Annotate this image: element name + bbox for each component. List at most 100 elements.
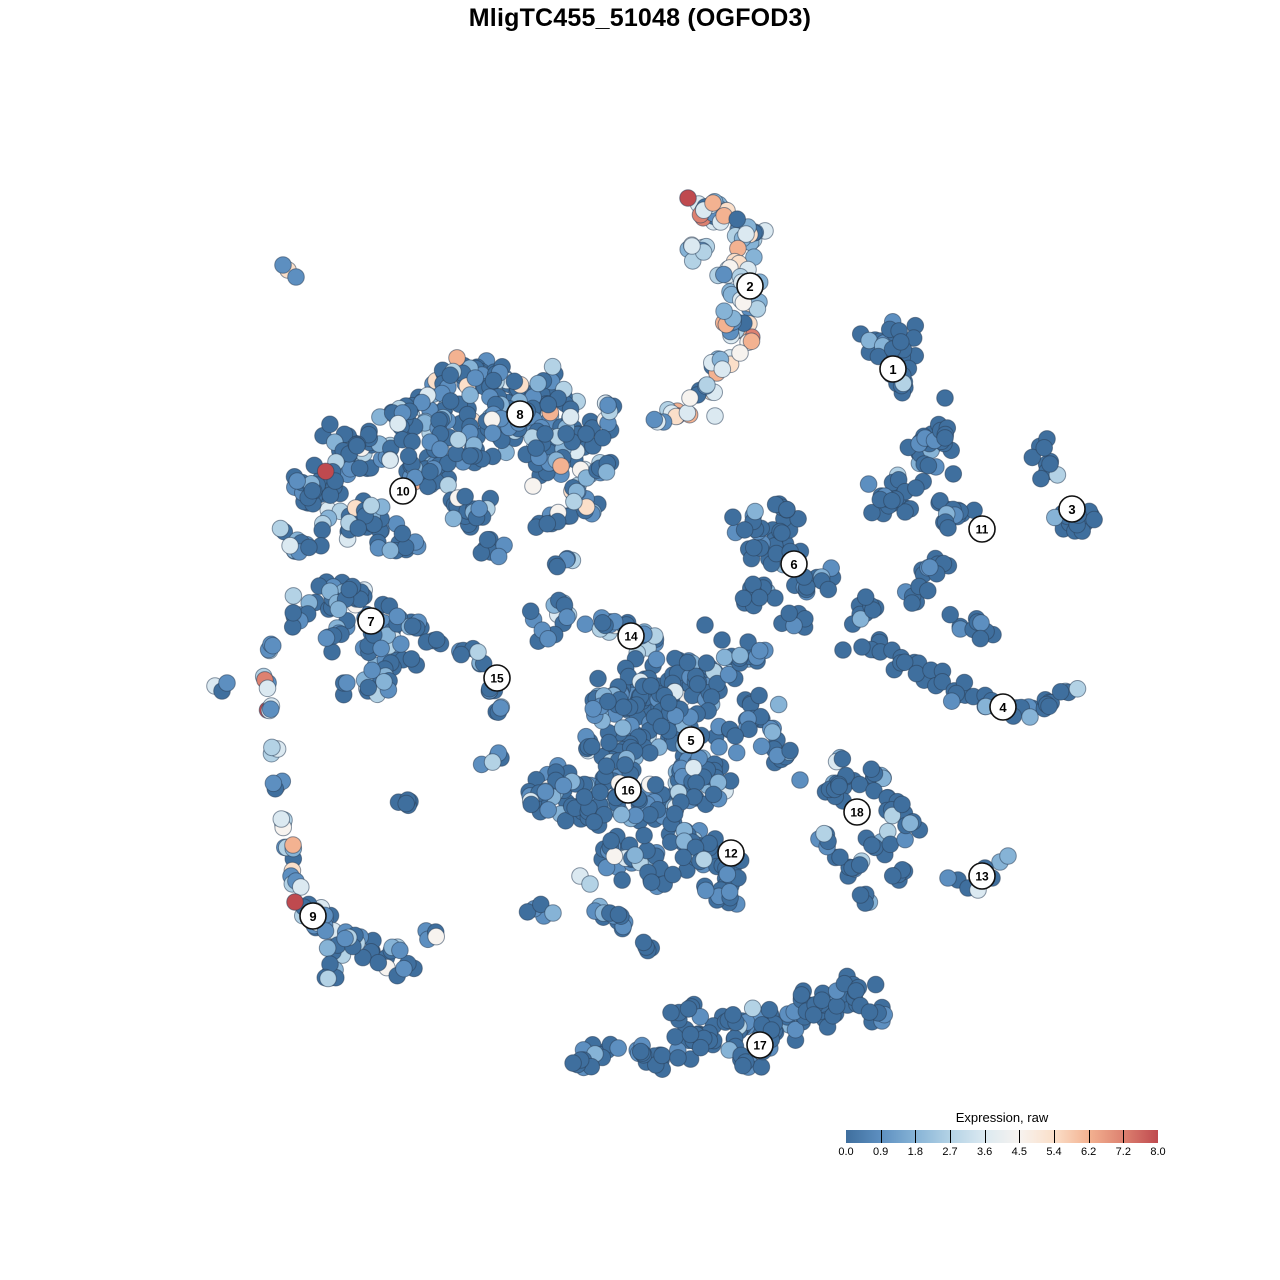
svg-text:13: 13 <box>975 870 989 884</box>
cluster-label-10: 10 <box>389 477 417 505</box>
data-point <box>1068 680 1087 698</box>
data-point <box>350 459 369 478</box>
data-point <box>665 805 684 823</box>
extra-points <box>206 189 1039 922</box>
data-point <box>281 536 299 555</box>
legend-tick-label: 1.8 <box>907 1146 923 1158</box>
data-point <box>695 850 713 869</box>
data-point <box>713 631 731 649</box>
data-point <box>634 933 653 952</box>
data-point <box>614 698 633 717</box>
cluster-points-cluster-3 <box>1023 430 1103 540</box>
data-point <box>548 557 567 576</box>
cluster-points-cluster-2-arc <box>645 193 774 431</box>
data-point <box>402 650 421 668</box>
data-point <box>735 521 754 539</box>
data-point <box>518 903 537 921</box>
legend-tick-mark <box>1054 1130 1055 1143</box>
data-point <box>362 496 381 515</box>
data-point <box>444 509 463 528</box>
data-point <box>727 743 746 762</box>
data-point <box>688 675 707 693</box>
legend-title: Expression, raw <box>955 1110 1049 1125</box>
data-point <box>363 661 381 680</box>
data-point <box>369 953 388 972</box>
data-point <box>851 886 870 904</box>
data-point <box>264 636 282 655</box>
data-point <box>859 475 878 493</box>
data-point <box>613 871 631 889</box>
data-point <box>853 638 871 656</box>
cluster-label-13: 13 <box>968 862 996 890</box>
data-point <box>737 225 755 243</box>
svg-text:6: 6 <box>790 557 797 572</box>
svg-text:16: 16 <box>621 784 635 798</box>
legend-tick-mark <box>950 1130 951 1143</box>
data-point <box>666 1028 684 1046</box>
legend-gradient-bar <box>846 1130 1158 1143</box>
data-point <box>641 744 659 762</box>
data-point <box>883 806 902 825</box>
data-point <box>813 991 831 1010</box>
cluster-points-cluster-18-ring <box>810 748 929 912</box>
data-point <box>921 558 939 577</box>
data-point <box>745 538 763 557</box>
data-point <box>830 777 848 796</box>
data-point <box>340 580 359 599</box>
data-point <box>713 360 732 379</box>
data-point <box>616 756 634 774</box>
data-point <box>646 776 665 794</box>
data-point <box>597 757 616 775</box>
data-point <box>452 645 470 664</box>
data-point <box>300 538 318 557</box>
data-point <box>527 439 545 457</box>
data-point <box>1041 455 1059 473</box>
data-point <box>883 867 902 885</box>
data-point <box>819 580 838 599</box>
cluster-label-11: 11 <box>968 515 996 543</box>
data-point <box>388 607 407 626</box>
data-point <box>318 939 337 957</box>
data-point <box>647 650 666 669</box>
legend-tick-label: 0.9 <box>873 1146 889 1158</box>
data-point <box>901 814 920 833</box>
data-point <box>883 491 901 510</box>
data-point <box>851 610 870 628</box>
data-point <box>317 629 336 647</box>
data-point <box>461 386 479 404</box>
data-point <box>612 805 631 824</box>
data-point <box>750 686 768 705</box>
data-point <box>715 265 733 284</box>
legend-tick-mark <box>915 1130 917 1143</box>
data-point <box>505 372 524 391</box>
data-point <box>413 393 431 412</box>
data-point <box>392 635 410 653</box>
svg-text:11: 11 <box>976 523 989 537</box>
data-point <box>397 794 416 813</box>
data-point <box>1021 708 1039 726</box>
data-point <box>860 1003 879 1021</box>
data-point <box>752 737 771 756</box>
data-point <box>763 723 782 741</box>
data-point <box>539 395 558 414</box>
legend-tick-label: 8.0 <box>1150 1146 1166 1158</box>
data-point <box>697 654 716 672</box>
data-point <box>941 605 960 624</box>
data-point <box>288 472 307 490</box>
data-point <box>489 547 508 566</box>
data-point <box>791 771 809 789</box>
color-legend: Expression, raw 0.0 0.9 1.8 2.7 3.6 4.5 5.4 6.2… <box>838 1110 1165 1162</box>
data-point <box>538 515 557 533</box>
data-point <box>576 615 595 634</box>
data-point <box>907 479 925 497</box>
svg-text:14: 14 <box>624 630 638 644</box>
legend-tick-label: 4.5 <box>1011 1146 1027 1158</box>
cluster-points-cluster-17 <box>564 967 894 1078</box>
svg-text:1: 1 <box>889 362 896 377</box>
data-point <box>561 408 580 426</box>
data-point <box>609 1039 628 1057</box>
data-point <box>664 865 682 884</box>
data-point <box>536 425 554 443</box>
data-point <box>403 617 422 636</box>
